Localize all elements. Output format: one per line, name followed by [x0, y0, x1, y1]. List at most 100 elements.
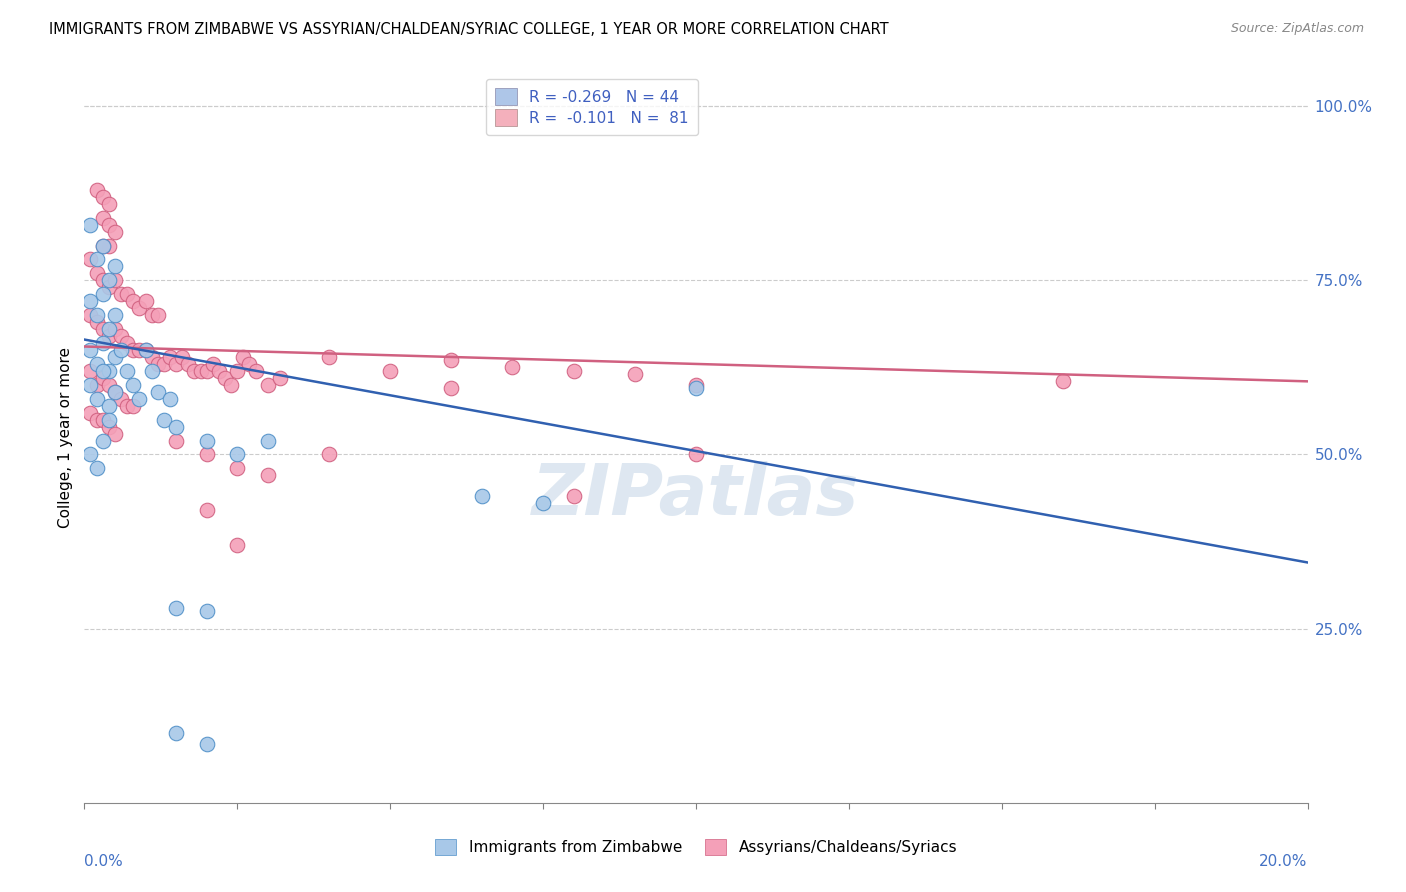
Point: [86, 266, 108, 280]
Point: [128, 343, 150, 357]
Point: [128, 392, 150, 406]
Point: [195, 737, 218, 751]
Point: [115, 399, 138, 413]
Point: [165, 434, 187, 448]
Point: [79, 308, 101, 322]
Point: [104, 384, 127, 399]
Text: IMMIGRANTS FROM ZIMBABWE VS ASSYRIAN/CHALDEAN/SYRIAC COLLEGE, 1 YEAR OR MORE COR: IMMIGRANTS FROM ZIMBABWE VS ASSYRIAN/CHA…: [49, 22, 889, 37]
Point: [380, 364, 402, 378]
Point: [97, 419, 120, 434]
Legend: Immigrants from Zimbabwe, Assyrians/Chaldeans/Syriacs: Immigrants from Zimbabwe, Assyrians/Chal…: [429, 833, 963, 861]
Point: [91, 322, 114, 336]
Point: [97, 196, 120, 211]
Point: [172, 350, 194, 364]
Point: [219, 377, 242, 392]
Point: [104, 308, 127, 322]
Point: [226, 538, 249, 552]
Point: [141, 364, 163, 378]
Point: [153, 357, 176, 371]
Point: [135, 294, 157, 309]
Point: [165, 419, 187, 434]
Point: [257, 434, 280, 448]
Point: [97, 329, 120, 343]
Point: [440, 381, 463, 395]
Point: [79, 218, 101, 232]
Point: [122, 399, 145, 413]
Point: [110, 343, 132, 357]
Point: [104, 384, 127, 399]
Point: [91, 238, 114, 252]
Point: [257, 468, 280, 483]
Text: 20.0%: 20.0%: [1260, 854, 1308, 869]
Point: [86, 183, 108, 197]
Point: [91, 238, 114, 252]
Point: [122, 377, 145, 392]
Point: [128, 301, 150, 316]
Point: [214, 371, 236, 385]
Point: [141, 350, 163, 364]
Point: [685, 448, 707, 462]
Point: [86, 357, 108, 371]
Point: [122, 294, 145, 309]
Point: [97, 238, 120, 252]
Point: [86, 252, 108, 267]
Point: [97, 322, 120, 336]
Text: ZIPatlas: ZIPatlas: [533, 461, 859, 530]
Point: [257, 377, 280, 392]
Point: [183, 364, 205, 378]
Point: [685, 381, 707, 395]
Point: [135, 343, 157, 357]
Point: [1052, 375, 1074, 389]
Point: [86, 315, 108, 329]
Point: [201, 357, 224, 371]
Point: [91, 434, 114, 448]
Point: [159, 350, 181, 364]
Point: [177, 357, 200, 371]
Point: [318, 350, 340, 364]
Point: [91, 211, 114, 225]
Point: [226, 461, 249, 475]
Point: [91, 336, 114, 351]
Point: [79, 364, 101, 378]
Point: [141, 308, 163, 322]
Point: [86, 377, 108, 392]
Point: [79, 406, 101, 420]
Point: [104, 225, 127, 239]
Point: [195, 448, 218, 462]
Point: [159, 392, 181, 406]
Point: [79, 448, 101, 462]
Point: [110, 329, 132, 343]
Point: [195, 503, 218, 517]
Point: [86, 308, 108, 322]
Point: [104, 322, 127, 336]
Y-axis label: College, 1 year or more: College, 1 year or more: [58, 347, 73, 527]
Point: [531, 496, 554, 510]
Point: [110, 392, 132, 406]
Point: [238, 357, 260, 371]
Point: [97, 218, 120, 232]
Point: [97, 280, 120, 294]
Point: [115, 364, 138, 378]
Point: [97, 377, 120, 392]
Point: [86, 392, 108, 406]
Point: [110, 287, 132, 301]
Point: [79, 252, 101, 267]
Point: [165, 600, 187, 615]
Point: [97, 399, 120, 413]
Point: [86, 412, 108, 426]
Point: [91, 364, 114, 378]
Point: [91, 287, 114, 301]
Point: [104, 426, 127, 441]
Point: [226, 448, 249, 462]
Point: [195, 604, 218, 618]
Point: [135, 343, 157, 357]
Point: [153, 412, 176, 426]
Point: [624, 368, 647, 382]
Point: [318, 448, 340, 462]
Point: [79, 343, 101, 357]
Point: [226, 364, 249, 378]
Point: [97, 273, 120, 287]
Point: [440, 353, 463, 368]
Point: [115, 336, 138, 351]
Point: [562, 364, 585, 378]
